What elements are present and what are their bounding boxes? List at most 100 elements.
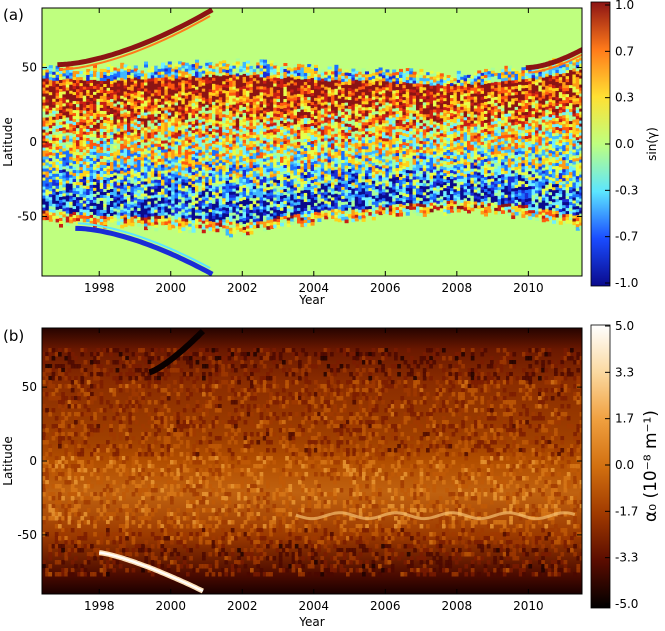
heatmap-cell xyxy=(96,182,101,187)
heatmap-cell xyxy=(62,172,67,176)
heatmap-cell xyxy=(307,109,312,113)
heatmap-cell xyxy=(116,83,121,88)
heatmap-cell xyxy=(79,98,84,102)
heatmap-cell xyxy=(331,80,335,84)
heatmap-cell xyxy=(283,108,288,112)
heatmap-cell xyxy=(307,94,312,98)
heatmap-cell xyxy=(310,111,315,115)
heatmap-cell xyxy=(89,199,94,204)
heatmap-cell xyxy=(201,109,206,114)
heatmap-cell xyxy=(178,175,182,179)
heatmap-cell xyxy=(297,180,301,185)
heatmap-cell xyxy=(212,215,216,220)
heatmap-cell xyxy=(144,184,148,189)
heatmap-cell xyxy=(144,133,148,138)
heatmap-cell xyxy=(269,195,274,200)
heatmap-cell xyxy=(150,159,155,163)
heatmap-cell xyxy=(222,144,227,148)
heatmap-cell xyxy=(99,128,104,133)
heatmap-cell xyxy=(48,131,53,135)
heatmap-cell xyxy=(181,131,186,135)
heatmap-cell xyxy=(99,185,104,190)
heatmap-cell xyxy=(218,118,223,122)
heatmap-cell xyxy=(310,99,315,103)
heatmap-cell xyxy=(232,191,237,196)
heatmap-cell xyxy=(181,170,186,174)
heatmap-cell xyxy=(327,198,332,203)
heatmap-cell xyxy=(161,179,165,184)
heatmap-cell xyxy=(232,113,237,118)
heatmap-cell xyxy=(178,181,182,185)
heatmap-cell xyxy=(354,109,359,114)
heatmap-cell xyxy=(140,175,145,180)
heatmap-cell xyxy=(212,170,216,175)
heatmap-cell xyxy=(191,85,196,89)
heatmap-cell xyxy=(351,122,356,127)
heatmap-cell xyxy=(96,176,101,181)
heatmap-cell xyxy=(280,156,284,161)
heatmap-cell xyxy=(191,79,196,83)
heatmap-cell xyxy=(317,152,322,157)
heatmap-cell xyxy=(337,143,342,148)
heatmap-cell xyxy=(130,99,135,104)
heatmap-cell xyxy=(239,201,244,205)
heatmap-cell xyxy=(246,162,250,167)
heatmap-cell xyxy=(82,170,87,175)
heatmap-cell xyxy=(307,79,312,83)
heatmap-cell xyxy=(317,215,322,220)
heatmap-cell xyxy=(48,140,53,144)
heatmap-cell xyxy=(246,186,250,191)
heatmap-cell xyxy=(42,192,46,197)
heatmap-cell xyxy=(79,131,84,135)
heatmap-cell xyxy=(300,196,305,201)
heatmap-cell xyxy=(154,143,159,148)
heatmap-cell xyxy=(269,90,274,95)
heatmap-cell xyxy=(82,101,87,106)
heatmap-cell xyxy=(337,179,342,184)
heatmap-cell xyxy=(290,206,295,211)
heatmap-cell xyxy=(133,155,138,160)
heatmap-cell xyxy=(310,147,315,151)
heatmap-cell xyxy=(344,186,349,191)
heatmap-cell xyxy=(103,204,108,208)
heatmap-cell xyxy=(300,178,305,183)
heatmap-cell xyxy=(72,110,77,114)
heatmap-cell xyxy=(286,205,291,210)
heatmap-cell xyxy=(96,86,101,91)
heatmap-cell xyxy=(154,119,159,124)
heatmap-cell xyxy=(113,133,118,138)
heatmap-cell xyxy=(154,149,159,154)
heatmap-cell xyxy=(184,179,189,184)
heatmap-cell xyxy=(69,138,74,143)
heatmap-cell xyxy=(133,197,138,202)
heatmap-cell xyxy=(42,114,46,119)
heatmap-cell xyxy=(324,182,329,187)
heatmap-cell xyxy=(188,166,193,171)
heatmap-cell xyxy=(218,175,223,179)
heatmap-cell xyxy=(283,156,288,160)
heatmap-cell xyxy=(334,196,339,201)
heatmap-cell xyxy=(334,181,339,186)
heatmap-cell xyxy=(320,150,325,155)
heatmap-cell xyxy=(52,152,57,157)
heatmap-cell xyxy=(246,141,250,146)
heatmap-cell xyxy=(212,128,216,133)
heatmap-cell xyxy=(178,88,182,92)
heatmap-cell xyxy=(184,80,189,85)
heatmap-cell xyxy=(303,198,308,203)
heatmap-cell xyxy=(184,116,189,121)
heatmap-cell xyxy=(348,196,352,200)
heatmap-cell xyxy=(123,133,128,138)
heatmap-cell xyxy=(293,109,298,114)
heatmap-cell xyxy=(354,187,359,192)
heatmap-cell xyxy=(310,222,315,226)
heatmap-cell xyxy=(52,164,57,169)
heatmap-cell xyxy=(188,109,193,114)
heatmap-cell xyxy=(137,175,142,179)
heatmap-cell xyxy=(171,98,176,103)
heatmap-cell xyxy=(99,74,104,79)
heatmap-cell xyxy=(201,178,206,183)
heatmap-cell xyxy=(130,177,135,182)
heatmap-cell xyxy=(99,101,104,106)
heatmap-cell xyxy=(181,152,186,156)
